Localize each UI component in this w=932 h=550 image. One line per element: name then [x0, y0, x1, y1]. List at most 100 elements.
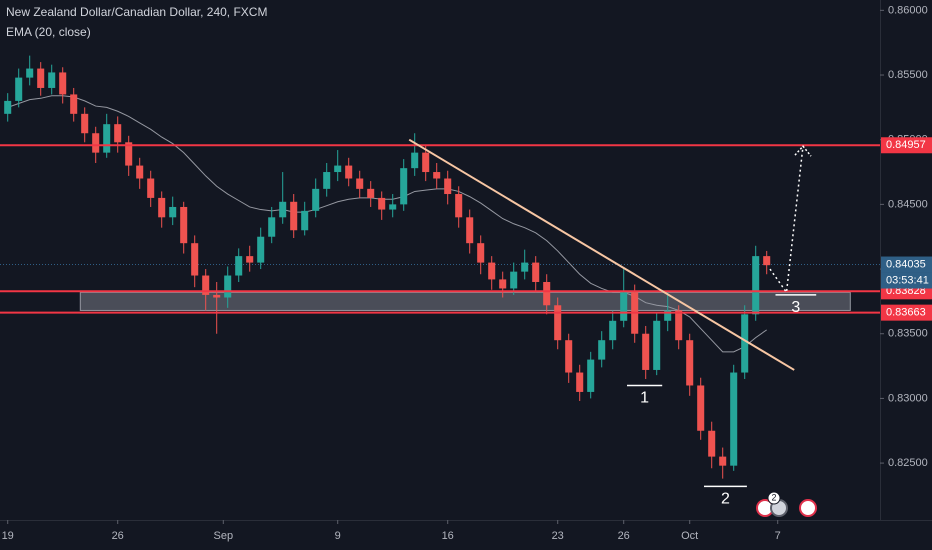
current-price-label: 0.84035 [886, 258, 926, 270]
candle-body [521, 262, 529, 272]
candle-body [708, 430, 716, 457]
events: 2 [756, 491, 817, 517]
candle-body [543, 281, 551, 306]
candle-body [488, 262, 496, 280]
current-price-label-box [881, 256, 932, 273]
countdown-box [881, 272, 932, 289]
candle-body [257, 236, 265, 263]
trendline [408, 138, 795, 371]
candle-body [609, 320, 617, 341]
candle-body [554, 305, 562, 341]
candle-body [620, 292, 628, 321]
candle-body [719, 456, 727, 466]
ema-line [7, 95, 767, 353]
candle-body [477, 243, 485, 263]
candle-body [697, 385, 705, 431]
candle-body [510, 271, 518, 289]
candle-body [268, 217, 276, 237]
x-tick-label: 7 [775, 530, 781, 542]
candle-body [202, 275, 210, 295]
pattern-label: 2 [721, 491, 730, 508]
chart-title: New Zealand Dollar/Canadian Dollar, 240,… [6, 5, 267, 19]
candle-body [455, 194, 463, 218]
candle-body [191, 243, 199, 276]
candle-body [367, 188, 375, 198]
candle-body [301, 210, 309, 231]
x-tick-label: 9 [335, 530, 341, 542]
candle-body [730, 372, 738, 466]
arrow-head [794, 145, 812, 157]
candle-body [323, 172, 331, 189]
candle-body [246, 256, 254, 263]
pattern-label: 1 [640, 390, 649, 407]
candle-body [180, 206, 188, 244]
candle-body [224, 275, 232, 298]
candle-body [59, 72, 67, 95]
candle-body [532, 262, 540, 282]
candle-body [345, 165, 353, 179]
candle-body [565, 340, 573, 373]
candle-body [37, 68, 45, 88]
candle-body [103, 124, 111, 153]
candle-body [422, 152, 430, 173]
candle-body [499, 279, 507, 289]
candle-body [290, 201, 298, 231]
x-tick-label: 26 [618, 530, 630, 542]
candle-body [400, 168, 408, 205]
candle-body [389, 204, 397, 210]
candle-body [444, 178, 452, 195]
candle-body [213, 294, 221, 298]
level-label-box [881, 304, 932, 321]
candle-body [279, 201, 287, 218]
candle-body [642, 333, 650, 370]
projection-arrow [769, 146, 804, 295]
y-tick-label: 0.83500 [888, 328, 928, 340]
candle-body [433, 172, 441, 179]
x-tick-label: 16 [442, 530, 454, 542]
candle-body [92, 133, 100, 153]
candle-body [664, 310, 672, 321]
candle-body [653, 320, 661, 370]
candle-body [4, 100, 12, 114]
candle-body [411, 152, 419, 169]
y-tick-label: 0.86000 [888, 4, 928, 16]
candle-body [114, 124, 122, 143]
pattern-label: 3 [791, 299, 800, 316]
candle-body [15, 77, 23, 101]
x-tick-label: 23 [552, 530, 564, 542]
candle-body [378, 197, 386, 210]
candle-body [356, 178, 364, 189]
x-tick-label: 26 [112, 530, 124, 542]
y-tick-label: 0.83000 [888, 392, 928, 404]
candle-body [763, 256, 771, 266]
y-tick-label: 0.85500 [888, 69, 928, 81]
badge [767, 491, 781, 505]
candle-body [334, 165, 342, 173]
candle-body [169, 206, 177, 218]
y-tick-label: 0.82500 [888, 457, 928, 469]
event-badge: 2 [771, 492, 776, 502]
level-label-box [881, 137, 932, 154]
support-zone [79, 291, 851, 311]
candle-body [587, 359, 595, 392]
candle-body [48, 72, 56, 88]
candle-body [741, 314, 749, 373]
indicator-label: EMA (20, close) [6, 25, 91, 39]
x-tick-label: Sep [214, 530, 234, 542]
candle-body [158, 197, 166, 218]
candle-body [136, 165, 144, 179]
candle-body [686, 340, 694, 386]
level-label: 0.83663 [886, 307, 926, 319]
candle-body [312, 188, 320, 211]
candle-body [70, 94, 78, 114]
candle-body [598, 340, 606, 360]
x-tick-label: 19 [2, 530, 14, 542]
candle-body [675, 310, 683, 341]
x-tick-label: Oct [681, 530, 698, 542]
candle-body [576, 372, 584, 392]
event-icon[interactable] [799, 499, 817, 517]
level-label: 0.84957 [886, 139, 926, 151]
